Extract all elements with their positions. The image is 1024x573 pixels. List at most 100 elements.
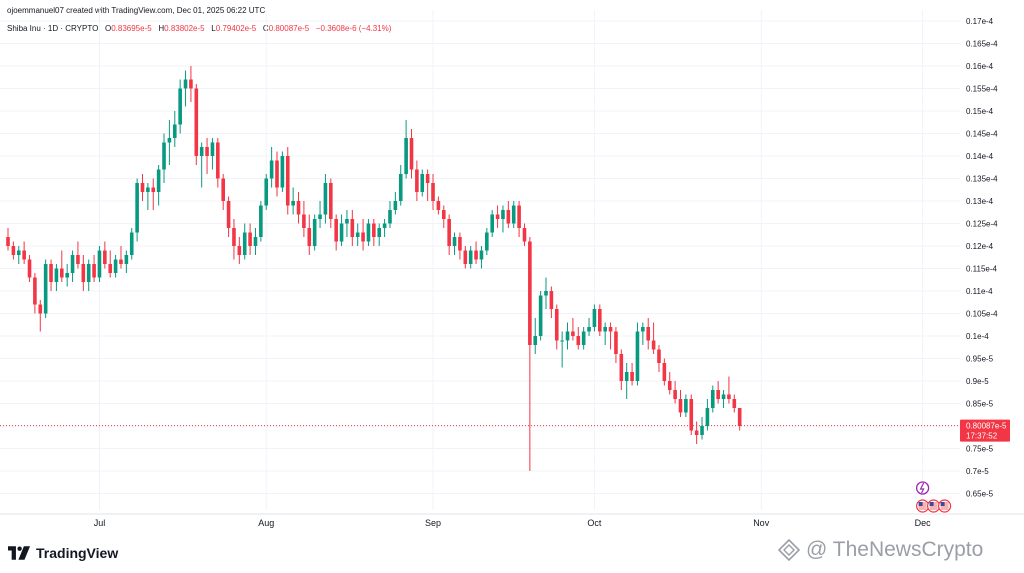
candle-body[interactable] xyxy=(291,201,295,206)
candle-body[interactable] xyxy=(479,250,484,260)
candle-body[interactable] xyxy=(361,232,365,242)
candle-body[interactable] xyxy=(140,183,145,192)
candle-body[interactable] xyxy=(458,237,462,251)
candle-body[interactable] xyxy=(554,309,559,341)
candle-body[interactable] xyxy=(339,223,344,242)
candle-body[interactable] xyxy=(528,241,532,346)
candle-body[interactable] xyxy=(522,228,527,242)
candle-body[interactable] xyxy=(598,309,602,332)
candle-body[interactable] xyxy=(355,232,360,238)
candle-body[interactable] xyxy=(485,232,489,251)
candle-body[interactable] xyxy=(264,178,269,206)
candle-body[interactable] xyxy=(151,187,156,193)
candle-body[interactable] xyxy=(156,169,161,193)
candle-body[interactable] xyxy=(253,237,258,246)
candle-body[interactable] xyxy=(490,214,494,233)
candle-body[interactable] xyxy=(16,250,21,256)
candle-body[interactable] xyxy=(657,349,661,364)
candle-body[interactable] xyxy=(468,250,473,265)
candle-body[interactable] xyxy=(571,331,575,337)
candle-body[interactable] xyxy=(624,372,629,381)
candle-body[interactable] xyxy=(221,178,225,202)
candle-body[interactable] xyxy=(608,327,613,332)
candle-body[interactable] xyxy=(216,142,220,179)
candle-body[interactable] xyxy=(382,223,387,229)
candle-body[interactable] xyxy=(501,210,505,219)
candle-body[interactable] xyxy=(124,255,129,264)
candle-body[interactable] xyxy=(506,210,511,224)
candle-body[interactable] xyxy=(70,255,75,273)
candle-body[interactable] xyxy=(592,309,597,327)
candle-body[interactable] xyxy=(366,223,371,242)
candle-body[interactable] xyxy=(194,88,199,157)
candle-body[interactable] xyxy=(372,223,376,238)
candle-body[interactable] xyxy=(178,88,182,125)
candle-body[interactable] xyxy=(172,124,177,139)
candle-body[interactable] xyxy=(135,183,139,233)
candle-body[interactable] xyxy=(248,232,252,247)
candle-body[interactable] xyxy=(334,219,338,242)
candle-body[interactable] xyxy=(22,250,26,260)
candle-body[interactable] xyxy=(312,219,317,246)
candle-body[interactable] xyxy=(199,147,204,156)
candle-body[interactable] xyxy=(511,205,516,224)
candle-body[interactable] xyxy=(641,327,645,332)
candle-body[interactable] xyxy=(146,187,150,193)
candle-body[interactable] xyxy=(425,174,430,183)
candle-body[interactable] xyxy=(727,394,731,400)
candle-body[interactable] xyxy=(404,138,408,174)
candle-body[interactable] xyxy=(275,160,279,188)
candle-body[interactable] xyxy=(167,138,172,143)
candle-body[interactable] xyxy=(81,264,86,282)
candle-body[interactable] xyxy=(11,246,16,255)
candle-body[interactable] xyxy=(678,399,683,413)
candle-body[interactable] xyxy=(393,201,398,210)
candle-body[interactable] xyxy=(662,363,667,381)
candle-body[interactable] xyxy=(452,237,457,246)
candle-body[interactable] xyxy=(533,336,538,345)
candle-body[interactable] xyxy=(517,205,521,229)
candle-body[interactable] xyxy=(27,259,32,278)
candle-body[interactable] xyxy=(103,250,107,265)
candle-body[interactable] xyxy=(474,250,478,260)
candle-body[interactable] xyxy=(732,399,737,408)
candle-body[interactable] xyxy=(538,295,543,337)
candle-body[interactable] xyxy=(237,246,242,255)
candle-body[interactable] xyxy=(302,214,306,229)
candle-body[interactable] xyxy=(345,219,349,224)
candle-body[interactable] xyxy=(38,304,43,314)
candle-body[interactable] xyxy=(60,268,64,278)
candle-body[interactable] xyxy=(6,237,10,246)
candle-body[interactable] xyxy=(436,201,441,210)
tradingview-brand[interactable]: TradingView xyxy=(8,545,118,561)
candle-body[interactable] xyxy=(651,340,656,350)
candle-body[interactable] xyxy=(97,250,102,278)
candle-body[interactable] xyxy=(323,183,328,215)
candle-body[interactable] xyxy=(129,232,134,256)
candle-body[interactable] xyxy=(259,205,263,238)
candle-body[interactable] xyxy=(329,183,333,219)
candle-body[interactable] xyxy=(242,232,247,256)
candle-body[interactable] xyxy=(49,264,53,282)
candle-body[interactable] xyxy=(667,381,672,390)
candle-body[interactable] xyxy=(43,264,48,314)
candle-body[interactable] xyxy=(694,430,699,436)
candle-body[interactable] xyxy=(581,331,586,346)
candle-body[interactable] xyxy=(549,291,554,309)
candle-body[interactable] xyxy=(415,169,419,193)
candle-body[interactable] xyxy=(398,174,403,201)
candle-body[interactable] xyxy=(587,327,591,332)
candle-body[interactable] xyxy=(420,174,425,192)
candle-body[interactable] xyxy=(630,372,634,381)
candle-body[interactable] xyxy=(565,331,570,341)
candle-body[interactable] xyxy=(76,255,80,264)
candle-body[interactable] xyxy=(285,156,290,206)
candle-body[interactable] xyxy=(119,259,123,265)
event-flash-icon[interactable] xyxy=(915,481,930,495)
candle-body[interactable] xyxy=(463,250,468,265)
symbol-name[interactable]: Shiba Inu · 1D · CRYPTO xyxy=(7,24,99,33)
candle-body[interactable] xyxy=(689,399,694,431)
candle-body[interactable] xyxy=(318,214,322,220)
candle-body[interactable] xyxy=(635,331,640,382)
